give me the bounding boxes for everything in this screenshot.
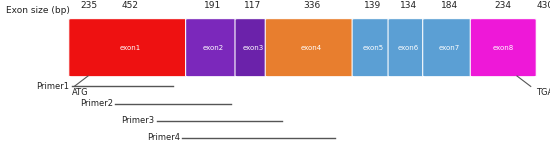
Text: TGA: TGA (536, 88, 550, 97)
Text: Primer1: Primer1 (36, 82, 69, 91)
FancyBboxPatch shape (185, 19, 240, 77)
FancyBboxPatch shape (352, 19, 394, 77)
FancyBboxPatch shape (470, 19, 536, 77)
Text: exon5: exon5 (362, 45, 383, 51)
Text: exon7: exon7 (438, 45, 460, 51)
FancyBboxPatch shape (265, 19, 358, 77)
Text: 117: 117 (244, 1, 261, 10)
FancyBboxPatch shape (388, 19, 428, 77)
Text: exon6: exon6 (398, 45, 419, 51)
Text: exon2: exon2 (202, 45, 224, 51)
Text: 4309: 4309 (536, 1, 550, 10)
Text: exon3: exon3 (242, 45, 263, 51)
FancyBboxPatch shape (423, 19, 476, 77)
Text: exon1: exon1 (119, 45, 141, 51)
Text: 234: 234 (495, 1, 512, 10)
Text: Primer3: Primer3 (121, 116, 154, 125)
Text: Primer2: Primer2 (80, 99, 113, 108)
Text: exon4: exon4 (301, 45, 322, 51)
Text: 191: 191 (205, 1, 222, 10)
Text: ATG: ATG (72, 88, 88, 97)
Text: 139: 139 (364, 1, 382, 10)
Text: 184: 184 (441, 1, 458, 10)
FancyBboxPatch shape (235, 19, 271, 77)
Text: 134: 134 (399, 1, 417, 10)
FancyBboxPatch shape (69, 19, 191, 77)
Text: 336: 336 (303, 1, 320, 10)
Text: exon8: exon8 (493, 45, 514, 51)
Text: Exon size (bp): Exon size (bp) (6, 6, 69, 15)
Text: 235: 235 (80, 1, 97, 10)
Text: 452: 452 (122, 1, 139, 10)
Text: Primer4: Primer4 (147, 133, 180, 142)
